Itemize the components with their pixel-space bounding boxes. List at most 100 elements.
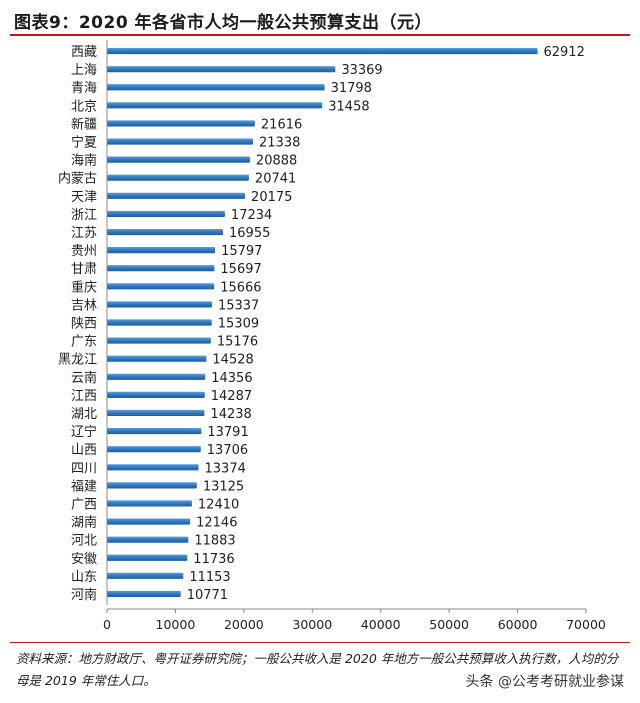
value-label: 15337	[218, 298, 259, 313]
bar	[107, 500, 192, 507]
category-label: 新疆	[71, 116, 97, 132]
bar	[107, 391, 205, 398]
category-label: 云南	[71, 370, 97, 386]
x-tick-label: 40000	[361, 617, 401, 632]
value-label: 20741	[255, 172, 296, 187]
bar	[107, 283, 215, 290]
value-label: 13125	[203, 479, 244, 494]
watermark: 头条 @公考考研就业参谋	[463, 671, 626, 691]
category-label: 上海	[71, 63, 97, 78]
value-label: 13791	[207, 425, 248, 440]
bar	[107, 536, 189, 543]
source-note: 资料来源：地方财政厅、粤开证券研究院；一般公共收入是 2020 年地方一般公共预…	[16, 651, 619, 688]
category-label: 广东	[71, 335, 97, 350]
x-tick-label: 70000	[566, 617, 606, 632]
value-label: 14528	[212, 353, 253, 368]
category-label: 河南	[71, 587, 97, 603]
value-label: 13706	[207, 443, 248, 458]
title-divider	[10, 34, 630, 36]
category-label: 河北	[71, 534, 97, 549]
chart-title: 图表9：2020 年各省市人均一般公共预算支出（元）	[14, 13, 433, 33]
value-label: 62912	[543, 45, 584, 60]
value-label: 31798	[331, 81, 372, 96]
value-label: 15797	[221, 244, 262, 259]
category-label: 湖南	[71, 515, 97, 531]
bar	[107, 102, 323, 109]
bar	[107, 319, 212, 326]
value-label: 13374	[205, 461, 246, 476]
category-label: 内蒙古	[58, 171, 97, 187]
category-label: 江苏	[71, 225, 97, 241]
value-label: 11153	[189, 570, 230, 585]
bar	[107, 120, 255, 127]
value-label: 11736	[193, 552, 234, 567]
value-label: 14356	[211, 371, 252, 386]
bar	[107, 373, 206, 380]
bar	[107, 572, 184, 579]
value-label: 11883	[194, 534, 235, 549]
bar	[107, 482, 197, 489]
bar-chart: 62912 33369 31798 31458 21616 21338 20888 20741…	[58, 40, 606, 632]
value-label: 15309	[218, 317, 259, 332]
bar	[107, 66, 336, 73]
bar	[107, 355, 207, 362]
category-label: 安徽	[71, 552, 97, 567]
x-tick-label: 50000	[429, 617, 469, 632]
category-label: 天津	[71, 190, 97, 205]
value-label: 10771	[187, 588, 228, 603]
category-label: 山西	[71, 443, 97, 458]
value-label: 17234	[231, 208, 272, 223]
bar	[107, 265, 215, 272]
category-label: 广西	[71, 497, 97, 512]
value-label: 12410	[198, 497, 239, 512]
value-label: 21338	[259, 136, 300, 151]
category-label: 北京	[71, 99, 97, 114]
bar	[107, 590, 181, 598]
category-label: 江西	[71, 389, 97, 404]
footer-divider	[10, 642, 630, 643]
bar	[107, 464, 199, 471]
value-label: 14238	[210, 407, 251, 422]
value-label: 33369	[341, 63, 382, 78]
category-label: 西藏	[71, 45, 97, 60]
x-tick-label: 10000	[156, 617, 196, 632]
category-label: 重庆	[71, 279, 97, 295]
category-label: 吉林	[71, 298, 97, 313]
category-label: 青海	[71, 81, 97, 96]
x-tick-label: 30000	[292, 617, 332, 632]
value-label: 31458	[328, 99, 369, 114]
category-label: 黑龙江	[58, 353, 97, 368]
value-label: 20175	[251, 190, 292, 205]
value-label: 21616	[261, 117, 302, 132]
value-label: 14287	[211, 389, 252, 404]
value-label: 20888	[256, 154, 297, 169]
value-label: 15176	[217, 335, 258, 350]
bar	[107, 518, 191, 525]
bar	[107, 210, 225, 217]
bar	[107, 156, 250, 163]
bar	[107, 192, 246, 199]
category-label: 湖北	[71, 407, 97, 422]
category-label: 陕西	[71, 317, 97, 332]
bar	[107, 337, 211, 344]
x-tick-label: 60000	[498, 617, 538, 632]
value-label: 12146	[196, 516, 237, 531]
value-label: 15666	[220, 280, 261, 295]
x-tick-label: 20000	[224, 617, 264, 632]
category-label: 甘肃	[71, 262, 97, 277]
bar	[107, 446, 201, 453]
x-tick-label: 0	[103, 617, 111, 632]
value-label: 16955	[229, 226, 270, 241]
category-label: 山东	[71, 570, 97, 585]
bar	[107, 409, 205, 417]
bar	[107, 138, 254, 145]
category-label: 浙江	[71, 208, 97, 223]
category-label: 四川	[71, 461, 97, 476]
bar	[107, 174, 249, 181]
bar	[107, 428, 202, 435]
category-label: 辽宁	[71, 424, 97, 440]
bar	[107, 554, 188, 561]
bar	[107, 228, 224, 236]
bar	[107, 247, 216, 254]
category-label: 福建	[71, 479, 97, 494]
